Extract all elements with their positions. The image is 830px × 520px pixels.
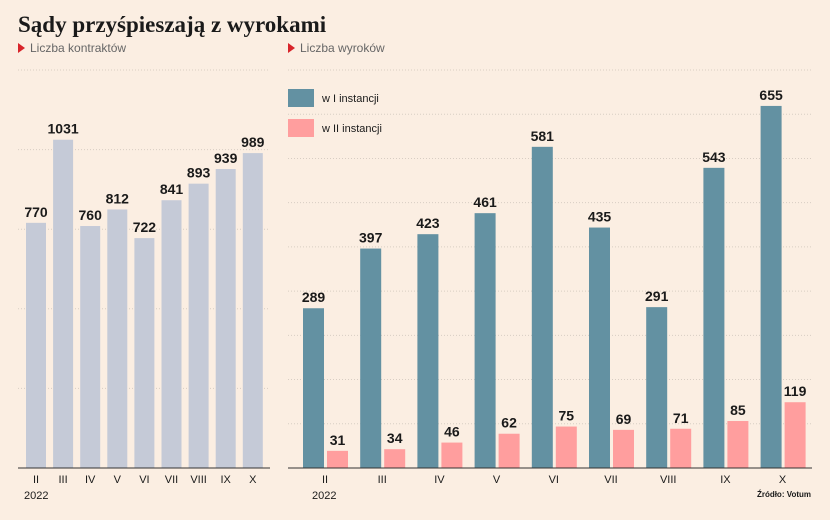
right-x-tick: VI — [549, 474, 559, 486]
right-x-tick: X — [779, 474, 787, 486]
left-bar-value: 893 — [187, 165, 211, 181]
left-bar-value: 770 — [24, 204, 48, 220]
first-instance-value: 543 — [702, 149, 726, 165]
first-instance-bar — [303, 308, 324, 468]
left-chart-subtitle-text: Liczba kontraktów — [30, 41, 127, 55]
right-chart-subtitle-text: Liczba wyroków — [300, 41, 385, 55]
second-instance-bar — [784, 402, 806, 468]
left-bar — [26, 222, 46, 468]
second-instance-value: 34 — [387, 430, 403, 446]
left-x-tick: II — [33, 474, 39, 486]
right-x-tick: V — [493, 474, 501, 486]
right-year-label: 2022 — [312, 490, 336, 502]
left-bar-value: 841 — [160, 181, 184, 197]
left-bar — [53, 139, 74, 468]
first-instance-value: 461 — [473, 194, 497, 210]
left-bar — [215, 169, 236, 468]
left-x-tick: IV — [85, 474, 96, 486]
second-instance-value: 46 — [444, 424, 460, 440]
second-instance-bar — [727, 421, 749, 468]
first-instance-value: 291 — [645, 288, 669, 304]
left-chart-subtitle: Liczba kontraktów — [18, 41, 126, 55]
second-instance-bar — [384, 449, 406, 468]
second-instance-value: 31 — [330, 432, 346, 448]
first-instance-value: 435 — [588, 209, 612, 225]
first-instance-bar — [646, 307, 668, 468]
first-instance-value: 397 — [359, 230, 383, 246]
left-bar — [188, 183, 209, 468]
left-bar-value: 1031 — [48, 121, 79, 137]
legend-label-first-instance: w I instancji — [321, 93, 379, 105]
first-instance-value: 655 — [759, 87, 783, 103]
first-instance-value: 289 — [302, 289, 326, 305]
left-x-tick: VI — [139, 474, 149, 486]
first-instance-bar — [474, 213, 496, 468]
red-triangle-icon — [288, 43, 295, 53]
right-x-tick: IX — [720, 474, 731, 486]
second-instance-value: 71 — [673, 410, 689, 426]
first-instance-bar — [703, 167, 725, 468]
left-bar-value: 939 — [214, 150, 238, 166]
first-instance-bar — [360, 248, 382, 468]
left-x-tick: III — [59, 474, 68, 486]
left-bar — [161, 200, 182, 469]
second-instance-bar — [555, 426, 577, 468]
right-x-tick: III — [378, 474, 387, 486]
right-chart-subtitle: Liczba wyroków — [288, 41, 385, 55]
source-note: Źródło: Votum — [757, 490, 811, 499]
second-instance-value: 75 — [559, 408, 575, 424]
first-instance-value: 423 — [416, 215, 440, 231]
first-instance-bar — [589, 227, 610, 468]
second-instance-bar — [327, 450, 348, 468]
right-x-tick: VII — [604, 474, 617, 486]
left-bar-value: 722 — [133, 219, 157, 235]
second-instance-value: 85 — [730, 402, 746, 418]
left-x-tick: X — [249, 474, 257, 486]
red-triangle-icon — [18, 43, 25, 53]
left-bar — [80, 226, 101, 468]
second-instance-value: 119 — [784, 383, 807, 399]
legend-label-second-instance: w II instancji — [321, 123, 382, 135]
left-year-label: 2022 — [24, 490, 48, 502]
second-instance-bar — [441, 442, 463, 468]
legend-swatch-second-instance — [288, 119, 314, 137]
left-bar — [107, 209, 128, 468]
chart-title: Sądy przyśpieszają z wyrokami — [18, 12, 327, 37]
left-x-tick: VII — [165, 474, 178, 486]
second-instance-bar — [613, 429, 634, 468]
left-bar-value: 760 — [79, 207, 103, 223]
left-x-tick: VIII — [190, 474, 207, 486]
second-instance-value: 69 — [616, 411, 632, 427]
right-x-tick: VIII — [660, 474, 677, 486]
left-bar-value: 989 — [241, 134, 265, 150]
first-instance-bar — [531, 146, 553, 468]
first-instance-bar — [417, 234, 439, 468]
left-bar-value: 812 — [106, 190, 130, 206]
right-x-tick: II — [322, 474, 328, 486]
left-x-tick: V — [114, 474, 122, 486]
second-instance-bar — [498, 433, 520, 468]
left-x-tick: IX — [220, 474, 231, 486]
left-bar — [134, 238, 155, 468]
second-instance-bar — [670, 428, 692, 468]
first-instance-bar — [760, 105, 782, 469]
legend-swatch-first-instance — [288, 89, 314, 107]
second-instance-value: 62 — [501, 415, 517, 431]
right-x-tick: IV — [434, 474, 445, 486]
first-instance-value: 581 — [531, 128, 555, 144]
left-bar — [242, 153, 263, 468]
